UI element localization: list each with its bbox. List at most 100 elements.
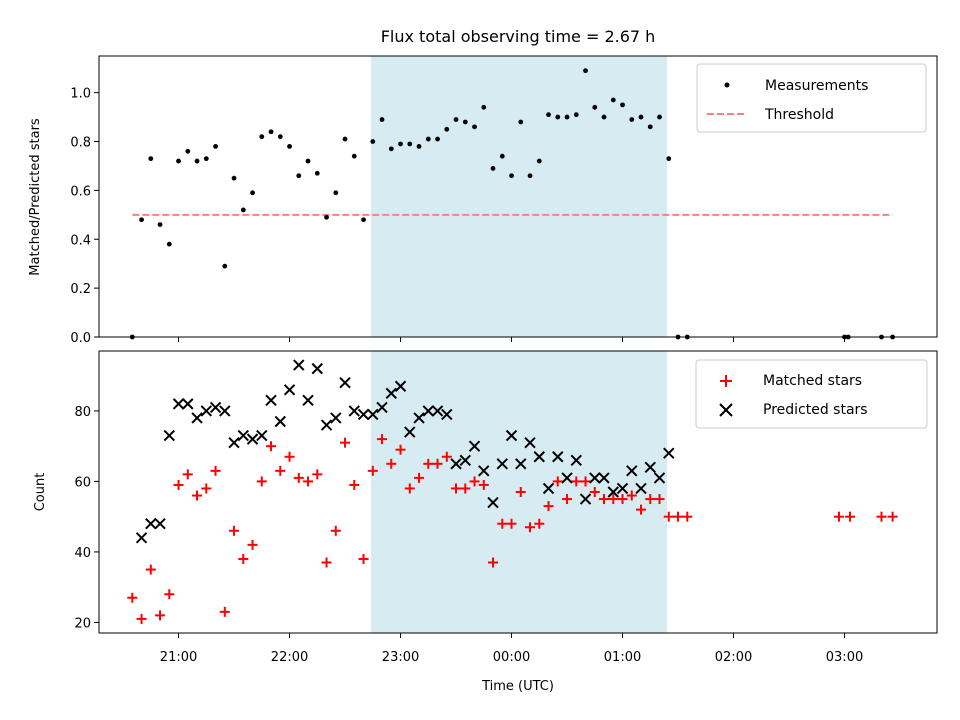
measurement-point	[314, 170, 320, 176]
matched-star-point	[173, 479, 184, 490]
matched-star-point	[663, 511, 674, 522]
measurement-point	[222, 263, 228, 269]
predicted-legend-label: Predicted stars	[763, 402, 868, 418]
matched-star-point	[238, 553, 249, 564]
measurements-legend-label: Measurements	[765, 78, 868, 94]
matched-star-point	[127, 592, 138, 603]
matched-star-point	[654, 494, 665, 505]
matched-star-point	[525, 522, 536, 533]
matched-star-point	[155, 610, 166, 621]
predicted-star-point	[135, 532, 148, 544]
predicted-star-point	[330, 412, 342, 424]
bottom-plot-frame	[98, 350, 938, 634]
measurement-point	[231, 175, 237, 181]
predicted-star-point	[598, 472, 610, 484]
matched-star-point	[284, 451, 295, 462]
measurement-point	[277, 134, 283, 140]
measurement-point	[657, 114, 662, 120]
y-tick-label: 0.6	[70, 184, 91, 199]
matched-star-point	[210, 465, 221, 476]
matched-star-point	[219, 606, 230, 617]
measurement-point	[148, 156, 154, 162]
measurement-point	[629, 117, 635, 122]
measurement-point	[564, 114, 570, 120]
measurement-point	[166, 241, 172, 247]
predicted-star-point	[265, 394, 277, 407]
predicted-star-point	[616, 482, 629, 495]
matched-star-point	[266, 441, 277, 452]
predicted-star-point	[422, 405, 434, 417]
bottom-y-axis: 20 40 60 80	[74, 405, 99, 631]
measurement-point	[296, 173, 302, 179]
measurement-point	[481, 104, 487, 110]
measurement-point	[444, 126, 450, 132]
measurement-point	[333, 190, 339, 196]
matched-star-point	[636, 504, 647, 515]
x-axis-label: Time (UTC)	[481, 679, 554, 694]
measurement-point	[305, 158, 311, 164]
measurement-point	[518, 119, 524, 125]
predicted-star-point	[209, 401, 222, 414]
predicted-star-point	[302, 394, 314, 407]
matched-star-point	[599, 494, 610, 505]
matched-star-point	[395, 444, 406, 455]
matched-star-point	[164, 589, 175, 600]
matched-star-point	[340, 437, 351, 448]
matched-star-point	[275, 465, 286, 476]
matched-star-point	[608, 494, 619, 505]
predicted-star-point	[394, 380, 407, 392]
predicted-star-point	[348, 405, 360, 417]
top-legend: Measurements Threshold	[696, 63, 927, 133]
matched-legend-marker	[720, 375, 732, 387]
measurement-point	[462, 119, 468, 125]
predicted-star-point	[644, 461, 656, 474]
measurement-point	[139, 217, 144, 223]
predicted-star-point	[663, 447, 675, 459]
matched-star-point	[192, 490, 203, 501]
matched-star-point	[562, 494, 573, 505]
matched-star-point	[833, 511, 844, 522]
matched-star-point	[358, 553, 369, 564]
highlight-span	[370, 56, 667, 337]
predicted-star-point	[589, 472, 601, 484]
predicted-star-point	[468, 440, 481, 452]
matched-star-point	[478, 479, 489, 490]
matched-star-point	[497, 518, 508, 529]
predicted-star-point	[182, 398, 194, 410]
predicted-star-point	[228, 436, 240, 449]
legend-frame	[695, 359, 928, 429]
predicted-star-point	[145, 518, 157, 530]
predicted-star-point	[635, 482, 647, 495]
measurement-point	[407, 141, 413, 147]
measurement-point	[176, 158, 181, 164]
threshold-legend-label: Threshold	[764, 107, 834, 123]
measurement-point	[416, 144, 422, 149]
measurement-point	[398, 141, 403, 147]
x-tick-label: 03:00	[826, 650, 863, 665]
matched-star-point	[441, 451, 452, 462]
measurement-point	[342, 136, 348, 142]
measurement-point	[573, 112, 579, 118]
matched-star-point	[145, 564, 156, 575]
matched-star-point	[552, 476, 563, 487]
predicted-star-point	[478, 465, 490, 477]
matched-star-point	[876, 511, 887, 522]
matched-star-point	[460, 483, 471, 494]
predicted-star-point	[339, 377, 351, 389]
bottom-y-label: Count	[33, 473, 48, 512]
matched-star-point	[247, 539, 258, 550]
matched-star-point	[645, 494, 656, 505]
y-tick-label: 0.2	[70, 282, 91, 297]
predicted-star-point	[653, 472, 666, 484]
y-tick-label: 20	[74, 616, 91, 631]
predicted-star-point	[570, 454, 582, 466]
top-panel: 0.0 0.2 0.4 0.6 0.8 1.0 Matched/Predicted sta…	[28, 55, 938, 346]
measurement-point	[472, 124, 477, 130]
predicted-star-point	[274, 415, 286, 428]
predicted-star-point	[154, 518, 166, 530]
predicted-legend-marker	[719, 403, 733, 417]
measurement-point	[509, 173, 514, 179]
bottom-panel: 20 40 60 80 21:00 22:00 23:00 00:00 01:00 02:00 0…	[33, 350, 938, 694]
matched-star-point	[589, 487, 600, 497]
